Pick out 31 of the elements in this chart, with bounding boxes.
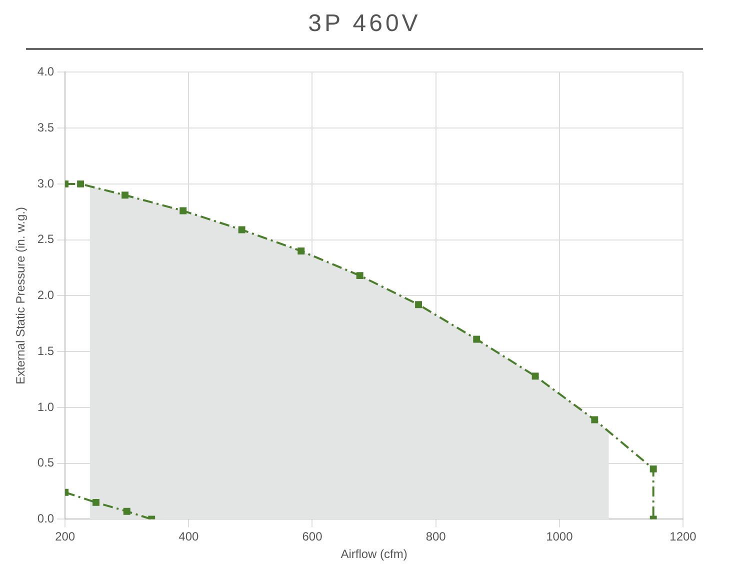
- x-tick-label: 800: [426, 530, 446, 544]
- y-tick-label: 2.0: [37, 288, 54, 302]
- point: [532, 372, 539, 380]
- point: [298, 248, 305, 254]
- point: [415, 301, 422, 308]
- point: [650, 465, 657, 472]
- y-tick-label: 3.0: [37, 176, 54, 190]
- y-tick-label: 4.0: [37, 64, 54, 79]
- y-tick-label: 3.5: [37, 120, 54, 134]
- x-tick-label: 200: [55, 530, 76, 544]
- x-tick-label: 600: [302, 530, 323, 544]
- chart-title: 3P 460V: [26, 8, 703, 50]
- x-tick-label: 1000: [546, 530, 574, 544]
- y-axis-title: External Static Pressure (in. w.g.): [14, 206, 28, 384]
- y-tick-label: 0.5: [37, 456, 54, 470]
- x-axis-title: Airflow (cfm): [340, 547, 408, 562]
- x-tick-label: 400: [178, 530, 199, 544]
- y-tick-label: 1.5: [37, 344, 54, 358]
- point: [180, 207, 187, 214]
- point: [77, 180, 84, 188]
- y-tick-label: 0.0: [37, 512, 54, 526]
- x-tick-label: 1200: [670, 530, 697, 544]
- point: [356, 272, 364, 280]
- y-tick-label: 1.0: [37, 400, 54, 414]
- point: [473, 336, 480, 343]
- point: [123, 508, 130, 515]
- point: [122, 192, 128, 199]
- y-tick-label: 2.5: [37, 232, 54, 246]
- point: [92, 498, 100, 506]
- point: [591, 416, 598, 424]
- point: [238, 226, 246, 234]
